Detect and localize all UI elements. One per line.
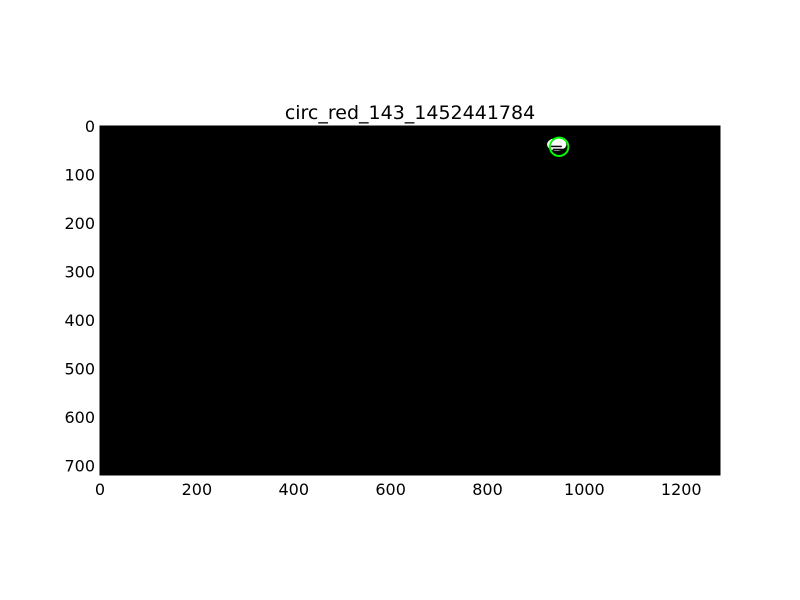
x-tick-label: 1200 — [661, 480, 702, 499]
y-tick-label: 700 — [64, 456, 95, 475]
y-tick-label: 100 — [64, 165, 95, 184]
detected-circle — [548, 136, 570, 158]
x-tick-label: 400 — [278, 480, 309, 499]
x-axis: 0 200 400 600 800 1000 1200 — [95, 126, 702, 499]
y-tick-label: 200 — [64, 214, 95, 233]
y-tick-label: 500 — [64, 359, 95, 378]
chart-title: circ_red_143_1452441784 — [285, 102, 535, 124]
x-tick-label: 200 — [182, 480, 213, 499]
plot-frame — [99, 125, 721, 476]
x-tick-label: 600 — [375, 480, 406, 499]
y-axis: 0 100 200 300 400 500 600 700 — [64, 117, 720, 475]
image-background — [100, 126, 720, 475]
x-tick-label: 1000 — [564, 480, 605, 499]
y-tick-label: 0 — [85, 117, 95, 136]
y-tick-label: 400 — [64, 311, 95, 330]
x-tick-label: 0 — [95, 480, 105, 499]
y-tick-label: 300 — [64, 262, 95, 281]
plot-area — [99, 125, 721, 476]
y-tick-label: 600 — [64, 408, 95, 427]
x-tick-label: 800 — [472, 480, 503, 499]
